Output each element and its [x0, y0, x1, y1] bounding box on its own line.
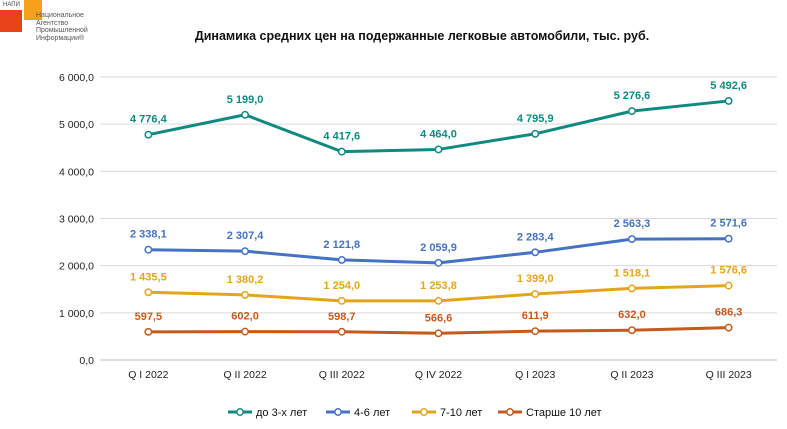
data-point	[724, 234, 733, 243]
legend-swatch-marker	[506, 408, 514, 416]
series-0: 4 776,4 5 199,0 4 417,6 4 464,0 4 795,9 5 276…	[130, 80, 747, 156]
y-tick-label: 6 000,0	[59, 72, 94, 84]
x-tick-label: Q IV 2022	[415, 369, 462, 381]
legend-item-0: до 3-х лет	[228, 407, 307, 419]
data-point	[144, 130, 153, 139]
data-point	[531, 290, 540, 298]
y-tick-label: 2 000,0	[59, 261, 94, 273]
logo-abbreviation: НАПИ	[2, 2, 21, 8]
data-label: 566,6	[425, 312, 453, 324]
data-label: 597,5	[135, 311, 163, 323]
data-point	[531, 327, 540, 336]
legend-item-3: Старше 10 лет	[498, 407, 602, 419]
data-label: 4 417,6	[323, 131, 360, 143]
legend-item-1: 4-6 лет	[326, 407, 390, 419]
data-label: 602,0	[231, 311, 259, 323]
data-label: 1 576,6	[710, 265, 747, 277]
data-point	[337, 255, 346, 264]
data-label: 2 121,8	[323, 239, 360, 251]
data-label: 5 199,0	[227, 94, 264, 106]
data-label: 1 254,0	[323, 280, 360, 292]
legend-label: 7-10 лет	[440, 407, 482, 419]
data-label: 1 380,2	[227, 274, 264, 286]
x-tick-label: Q I 2022	[128, 369, 168, 381]
data-point	[144, 327, 153, 336]
y-tick-label: 4 000,0	[59, 166, 94, 178]
data-label: 598,7	[328, 311, 356, 323]
y-tick-label: 1 000,0	[59, 308, 94, 320]
data-label: 1 518,1	[614, 267, 651, 279]
data-label: 1 253,8	[420, 280, 457, 292]
y-tick-label: 0,0	[79, 355, 94, 367]
y-tick-label: 3 000,0	[59, 214, 94, 226]
x-tick-label: Q II 2022	[223, 369, 266, 381]
series-3: 597,5 602,0 598,7 566,6 611,9 632,0 686,3	[135, 307, 743, 338]
data-label: 2 338,1	[130, 229, 167, 241]
data-label: 4 464,0	[420, 128, 457, 140]
data-point	[337, 147, 346, 156]
data-point	[724, 323, 733, 332]
chart-title: Динамика средних цен на подержанные легк…	[195, 29, 649, 43]
data-point	[337, 296, 346, 305]
legend-label: Старше 10 лет	[526, 407, 602, 419]
data-label: 632,0	[618, 309, 646, 321]
data-point	[531, 129, 540, 138]
x-tick-label: Q III 2023	[706, 369, 752, 381]
legend-label: 4-6 лет	[354, 407, 390, 419]
x-tick-label: Q I 2023	[515, 369, 555, 381]
data-label: 1 399,0	[517, 273, 554, 285]
series-1: 2 338,1 2 307,4 2 121,8 2 059,9 2 283,4 2 563…	[130, 218, 747, 267]
data-point	[627, 284, 636, 293]
y-tick-label: 5 000,0	[59, 119, 94, 131]
x-tick-label: Q III 2022	[319, 369, 365, 381]
gridlines	[100, 76, 777, 314]
legend-swatch-marker	[236, 408, 244, 416]
data-point	[434, 329, 443, 338]
logo-red-square	[0, 10, 22, 32]
data-point	[241, 110, 250, 119]
legend-label: до 3-х лет	[256, 407, 307, 419]
data-label: 2 571,6	[710, 218, 747, 230]
logo-text: Национальное Агентство Промышленной Инфо…	[36, 12, 88, 42]
series-line	[148, 99, 729, 154]
data-point	[241, 290, 250, 299]
data-label: 2 307,4	[227, 230, 265, 242]
series-2: 1 435,5 1 380,2 1 254,0 1 253,8 1 399,0 1 518…	[130, 265, 747, 305]
data-point	[531, 248, 540, 257]
data-point	[434, 145, 443, 154]
data-point	[627, 107, 636, 116]
legend: до 3-х лет 4-6 лет 7-10 лет Старше 10 лет	[228, 407, 602, 419]
data-label: 4 795,9	[517, 113, 554, 125]
legend-swatch-marker	[334, 408, 342, 416]
data-point	[724, 96, 733, 105]
data-point	[434, 296, 443, 305]
data-label: 686,3	[715, 307, 743, 319]
napi-logo: НАПИ Национальное Агентство Промышленной…	[0, 0, 100, 60]
data-point	[241, 247, 250, 256]
data-label: 4 776,4	[130, 114, 168, 126]
data-point	[144, 288, 153, 297]
data-point	[627, 326, 636, 335]
logo-orange-square	[24, 0, 42, 20]
data-point	[337, 327, 346, 336]
axes: 0,0 1 000,0 2 000,0 3 000,0 4 000,0 5 000,0 6 …	[59, 72, 777, 381]
data-point	[144, 245, 153, 254]
legend-swatch-marker	[420, 408, 428, 416]
data-label: 611,9	[522, 310, 549, 322]
series-group: 4 776,4 5 199,0 4 417,6 4 464,0 4 795,9 5 276…	[130, 80, 747, 338]
legend-item-2: 7-10 лет	[412, 407, 482, 419]
data-label: 1 435,5	[130, 271, 167, 283]
data-point	[724, 281, 733, 290]
data-label: 5 492,6	[710, 80, 747, 92]
data-label: 5 276,6	[614, 90, 651, 102]
data-label: 2 059,9	[420, 242, 457, 254]
data-point	[627, 235, 636, 244]
data-point	[241, 327, 250, 336]
data-point	[434, 258, 443, 267]
x-tick-label: Q II 2023	[610, 369, 653, 381]
data-label: 2 283,4	[517, 231, 555, 243]
data-label: 2 563,3	[614, 218, 651, 230]
